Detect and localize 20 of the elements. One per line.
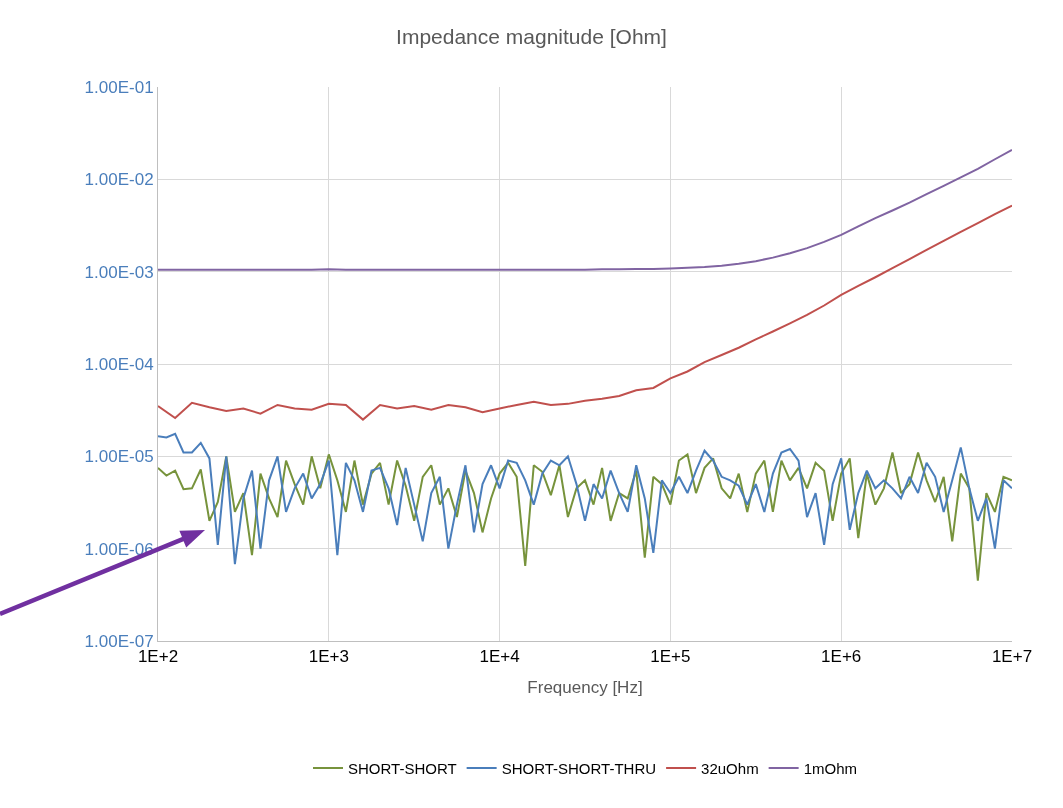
line-series xyxy=(158,148,1012,271)
y-tick-label: 1.00E-05 xyxy=(84,447,154,467)
legend-label: 1mOhm xyxy=(803,759,857,777)
x-axis-title: Frequency [Hz] xyxy=(527,677,643,697)
y-tick-label: 1.00E-03 xyxy=(84,262,154,282)
x-tick-label: 1E+6 xyxy=(821,647,862,667)
y-tick-label: 1.00E-01 xyxy=(84,77,154,97)
legend-label: SHORT-SHORT xyxy=(348,759,457,777)
y-tick-label: 1.00E-04 xyxy=(84,354,154,374)
line-series xyxy=(158,432,1012,566)
chart-title: Impedance magnitude [Ohm] xyxy=(396,24,667,48)
x-tick-label: 1E+4 xyxy=(479,647,520,667)
line-series xyxy=(158,451,1012,582)
legend-label: 32uOhm xyxy=(701,759,759,777)
x-tick-label: 1E+3 xyxy=(308,647,349,667)
legend-label: SHORT-SHORT-THRU xyxy=(501,759,657,777)
x-tick-label: 1E+5 xyxy=(650,647,691,667)
line-series xyxy=(158,204,1012,421)
x-tick-label: 1E+7 xyxy=(991,647,1033,667)
y-tick-label: 1.00E-02 xyxy=(84,170,154,190)
